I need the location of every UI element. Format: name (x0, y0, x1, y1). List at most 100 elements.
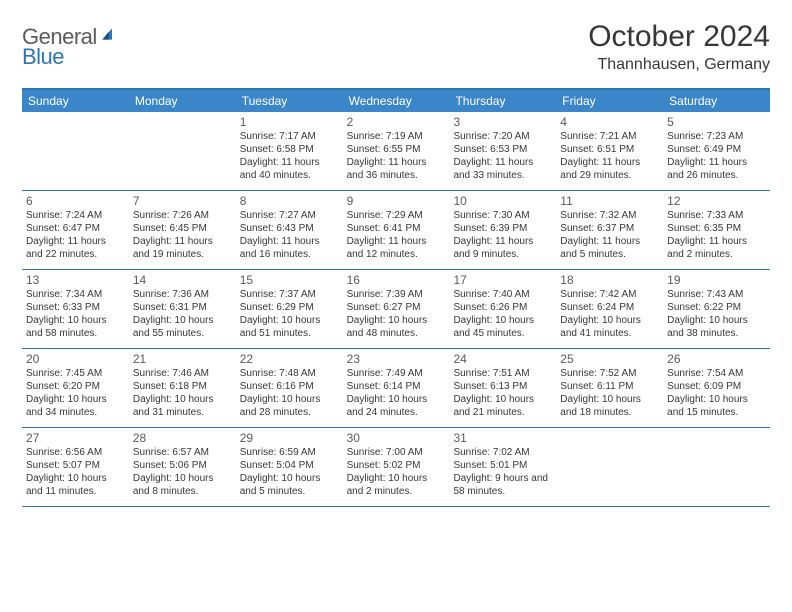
day-cell: 19Sunrise: 7:43 AMSunset: 6:22 PMDayligh… (663, 270, 770, 348)
daylight-text: Daylight: 10 hours and 28 minutes. (240, 393, 339, 419)
page-header: GeneralBlue October 2024 Thannhausen, Ge… (22, 20, 770, 74)
sunset-text: Sunset: 5:04 PM (240, 459, 339, 472)
daylight-text: Daylight: 10 hours and 41 minutes. (560, 314, 659, 340)
day-detail: Sunrise: 7:49 AMSunset: 6:14 PMDaylight:… (347, 367, 446, 419)
day-cell: 9Sunrise: 7:29 AMSunset: 6:41 PMDaylight… (343, 191, 450, 269)
day-detail: Sunrise: 7:00 AMSunset: 5:02 PMDaylight:… (347, 446, 446, 498)
day-cell: 15Sunrise: 7:37 AMSunset: 6:29 PMDayligh… (236, 270, 343, 348)
day-cell: 23Sunrise: 7:49 AMSunset: 6:14 PMDayligh… (343, 349, 450, 427)
day-detail: Sunrise: 7:32 AMSunset: 6:37 PMDaylight:… (560, 209, 659, 261)
sunrise-text: Sunrise: 7:27 AM (240, 209, 339, 222)
day-detail: Sunrise: 6:57 AMSunset: 5:06 PMDaylight:… (133, 446, 232, 498)
sunset-text: Sunset: 6:31 PM (133, 301, 232, 314)
day-header-row: Sunday Monday Tuesday Wednesday Thursday… (22, 90, 770, 112)
sunrise-text: Sunrise: 7:17 AM (240, 130, 339, 143)
day-number: 1 (240, 115, 339, 129)
sunrise-text: Sunrise: 7:39 AM (347, 288, 446, 301)
day-detail: Sunrise: 6:59 AMSunset: 5:04 PMDaylight:… (240, 446, 339, 498)
sunset-text: Sunset: 6:24 PM (560, 301, 659, 314)
day-number: 16 (347, 273, 446, 287)
day-number: 27 (26, 431, 125, 445)
sunrise-text: Sunrise: 7:30 AM (453, 209, 552, 222)
sunrise-text: Sunrise: 7:46 AM (133, 367, 232, 380)
daylight-text: Daylight: 10 hours and 55 minutes. (133, 314, 232, 340)
day-number: 15 (240, 273, 339, 287)
daylight-text: Daylight: 11 hours and 2 minutes. (667, 235, 766, 261)
day-header-fri: Friday (556, 90, 663, 112)
day-number: 3 (453, 115, 552, 129)
daylight-text: Daylight: 10 hours and 38 minutes. (667, 314, 766, 340)
day-cell: 14Sunrise: 7:36 AMSunset: 6:31 PMDayligh… (129, 270, 236, 348)
day-detail: Sunrise: 7:40 AMSunset: 6:26 PMDaylight:… (453, 288, 552, 340)
day-number: 12 (667, 194, 766, 208)
daylight-text: Daylight: 11 hours and 9 minutes. (453, 235, 552, 261)
daylight-text: Daylight: 10 hours and 5 minutes. (240, 472, 339, 498)
day-detail: Sunrise: 7:02 AMSunset: 5:01 PMDaylight:… (453, 446, 552, 498)
sunset-text: Sunset: 6:43 PM (240, 222, 339, 235)
daylight-text: Daylight: 11 hours and 33 minutes. (453, 156, 552, 182)
day-detail: Sunrise: 7:27 AMSunset: 6:43 PMDaylight:… (240, 209, 339, 261)
daylight-text: Daylight: 10 hours and 8 minutes. (133, 472, 232, 498)
day-cell: 24Sunrise: 7:51 AMSunset: 6:13 PMDayligh… (449, 349, 556, 427)
sunset-text: Sunset: 6:53 PM (453, 143, 552, 156)
day-cell: 27Sunrise: 6:56 AMSunset: 5:07 PMDayligh… (22, 428, 129, 506)
day-number: 7 (133, 194, 232, 208)
day-detail: Sunrise: 7:54 AMSunset: 6:09 PMDaylight:… (667, 367, 766, 419)
daylight-text: Daylight: 10 hours and 24 minutes. (347, 393, 446, 419)
day-cell: 3Sunrise: 7:20 AMSunset: 6:53 PMDaylight… (449, 112, 556, 190)
sunset-text: Sunset: 6:22 PM (667, 301, 766, 314)
daylight-text: Daylight: 10 hours and 48 minutes. (347, 314, 446, 340)
sunrise-text: Sunrise: 7:33 AM (667, 209, 766, 222)
sunrise-text: Sunrise: 7:02 AM (453, 446, 552, 459)
sunset-text: Sunset: 6:55 PM (347, 143, 446, 156)
sunrise-text: Sunrise: 7:51 AM (453, 367, 552, 380)
day-number: 6 (26, 194, 125, 208)
day-number: 8 (240, 194, 339, 208)
sunrise-text: Sunrise: 7:54 AM (667, 367, 766, 380)
sunrise-text: Sunrise: 7:36 AM (133, 288, 232, 301)
daylight-text: Daylight: 10 hours and 2 minutes. (347, 472, 446, 498)
sunset-text: Sunset: 6:47 PM (26, 222, 125, 235)
sunset-text: Sunset: 6:14 PM (347, 380, 446, 393)
day-header-wed: Wednesday (343, 90, 450, 112)
sunset-text: Sunset: 5:01 PM (453, 459, 552, 472)
day-detail: Sunrise: 7:37 AMSunset: 6:29 PMDaylight:… (240, 288, 339, 340)
daylight-text: Daylight: 10 hours and 31 minutes. (133, 393, 232, 419)
calendar: Sunday Monday Tuesday Wednesday Thursday… (22, 88, 770, 507)
month-title: October 2024 (588, 20, 770, 54)
sunrise-text: Sunrise: 7:49 AM (347, 367, 446, 380)
day-detail: Sunrise: 7:24 AMSunset: 6:47 PMDaylight:… (26, 209, 125, 261)
daylight-text: Daylight: 11 hours and 16 minutes. (240, 235, 339, 261)
day-number: 11 (560, 194, 659, 208)
week-row: 20Sunrise: 7:45 AMSunset: 6:20 PMDayligh… (22, 349, 770, 428)
sunset-text: Sunset: 5:07 PM (26, 459, 125, 472)
day-number: 22 (240, 352, 339, 366)
sunset-text: Sunset: 6:41 PM (347, 222, 446, 235)
sunrise-text: Sunrise: 6:57 AM (133, 446, 232, 459)
day-detail: Sunrise: 7:34 AMSunset: 6:33 PMDaylight:… (26, 288, 125, 340)
sunset-text: Sunset: 6:35 PM (667, 222, 766, 235)
location: Thannhausen, Germany (588, 56, 770, 74)
day-detail: Sunrise: 7:43 AMSunset: 6:22 PMDaylight:… (667, 288, 766, 340)
day-number: 5 (667, 115, 766, 129)
sunrise-text: Sunrise: 7:48 AM (240, 367, 339, 380)
sunrise-text: Sunrise: 6:56 AM (26, 446, 125, 459)
sunset-text: Sunset: 6:45 PM (133, 222, 232, 235)
sunrise-text: Sunrise: 7:42 AM (560, 288, 659, 301)
day-detail: Sunrise: 7:30 AMSunset: 6:39 PMDaylight:… (453, 209, 552, 261)
day-cell (663, 428, 770, 506)
day-number: 30 (347, 431, 446, 445)
sunset-text: Sunset: 6:09 PM (667, 380, 766, 393)
day-detail: Sunrise: 7:29 AMSunset: 6:41 PMDaylight:… (347, 209, 446, 261)
sunrise-text: Sunrise: 7:29 AM (347, 209, 446, 222)
day-detail: Sunrise: 7:51 AMSunset: 6:13 PMDaylight:… (453, 367, 552, 419)
day-cell: 7Sunrise: 7:26 AMSunset: 6:45 PMDaylight… (129, 191, 236, 269)
day-detail: Sunrise: 7:17 AMSunset: 6:58 PMDaylight:… (240, 130, 339, 182)
sunrise-text: Sunrise: 7:37 AM (240, 288, 339, 301)
sunrise-text: Sunrise: 7:52 AM (560, 367, 659, 380)
day-detail: Sunrise: 7:23 AMSunset: 6:49 PMDaylight:… (667, 130, 766, 182)
day-cell: 20Sunrise: 7:45 AMSunset: 6:20 PMDayligh… (22, 349, 129, 427)
sunset-text: Sunset: 6:39 PM (453, 222, 552, 235)
sunset-text: Sunset: 6:18 PM (133, 380, 232, 393)
sunrise-text: Sunrise: 7:19 AM (347, 130, 446, 143)
